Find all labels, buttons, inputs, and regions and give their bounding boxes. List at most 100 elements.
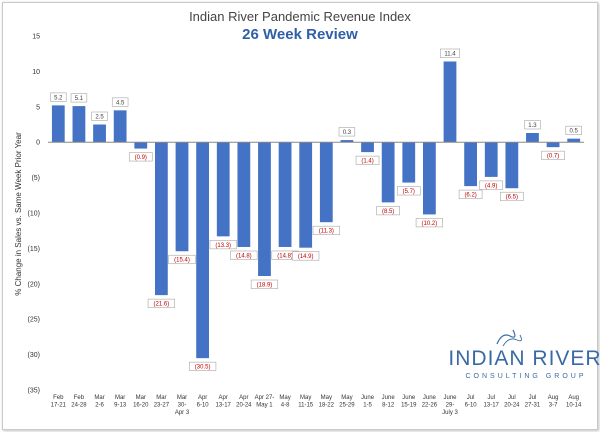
data-label: (5.7) [396,186,421,196]
data-label-text: 2.5 [95,115,104,121]
data-label-text: (15.4) [174,258,190,264]
y-tick-label: (5) [31,175,40,182]
x-tick-label: June 1-5 [361,395,375,409]
data-label: (6.2) [458,189,483,199]
data-label-text: (14.9) [298,254,314,260]
data-label-text: 1.3 [528,123,537,129]
data-label-text: 11.4 [444,51,456,57]
data-label: (0.7) [541,150,565,160]
x-tick-label: May 11-15 [298,395,314,409]
data-label-text: 0.3 [343,130,352,136]
bar [51,105,65,143]
logo-main-text: INDIAN RIVER [448,347,600,370]
x-tick-label: June 8-12 [382,395,396,409]
data-label: (8.5) [376,206,400,216]
data-label-text: 4.5 [116,100,125,106]
y-tick-label: 15 [32,34,40,41]
bar [546,142,560,148]
data-label: 5.1 [70,93,88,103]
logo-sub-text: CONSULTING GROUP [466,373,587,380]
y-tick-label: (15) [28,246,40,253]
bar [196,142,209,359]
bar [464,142,477,187]
bar [340,140,354,143]
data-label: 4.5 [111,97,129,107]
data-label-text: (18.9) [257,283,273,289]
x-tick-label: Feb 17-21 [51,395,67,409]
data-label: (18.9) [250,279,279,289]
y-tick-label: (30) [28,352,40,359]
data-label: 11.4 [439,48,460,58]
data-label-text: (14.8) [236,253,252,259]
x-tick-label: Mar 16-20 [133,395,149,409]
x-tick-label: June 15-19 [401,395,417,409]
bar [361,142,374,153]
bar [134,142,148,149]
bar [402,142,416,183]
bar [93,124,106,143]
x-tick-label: May 25-29 [339,395,355,409]
data-label: (4.9) [479,180,504,190]
bar [319,142,333,223]
chart-title: Indian River Pandemic Revenue Index [189,9,411,24]
data-label: (15.4) [168,254,196,265]
bar [216,142,230,237]
data-label: (11.3) [312,225,340,235]
x-tick-label: Mar 23-27 [154,395,170,409]
data-label-text: (13.3) [215,243,231,249]
data-label-text: 5.1 [75,96,84,102]
x-tick-label: Apr 27-May 1 [255,395,275,409]
data-label: 0.3 [338,127,356,137]
data-label: 5.2 [50,92,67,102]
data-label: (14.9) [292,251,320,261]
x-tick-label: Jul 6-10 [465,395,478,409]
river-wave-icon [496,329,522,347]
data-label-text: (5.7) [403,189,415,195]
x-tick-label: May 18-22 [319,395,335,409]
x-tick-label: Jul 20-24 [504,395,520,409]
data-label-text: (8.5) [382,209,394,215]
x-tick-label: May 4-8 [279,395,290,409]
data-label-text: (21.6) [154,302,170,308]
y-tick-label: (35) [28,388,40,395]
bar [175,142,189,252]
data-label-text: 5.2 [54,95,63,101]
data-label: (30.5) [189,361,217,371]
data-label-text: (6.5) [506,195,518,201]
bar [505,142,519,189]
data-label: (1.4) [355,155,380,165]
bar-series [51,61,581,359]
chart-subtitle: 26 Week Review [242,26,358,43]
bar [72,106,86,143]
bar [443,61,457,143]
data-label-text: (0.9) [135,155,147,161]
data-label-text: 0.5 [570,129,579,135]
x-tick-label: Feb 24-28 [71,395,87,409]
data-label: 2.5 [91,111,108,121]
indian-river-logo: INDIAN RIVER CONSULTING GROUP [448,329,600,380]
x-tick-label: Mar 9-13 [114,395,127,409]
data-label: (6.5) [500,191,524,202]
y-tick-label: 5 [36,104,40,111]
y-axis: 15 10 5 0 (5) (10) (15) (20) (25) (30) (35) [28,34,41,395]
x-tick-label: Aug 3-7 [548,395,559,409]
y-tick-label: 10 [32,69,40,76]
bar [422,142,436,215]
y-axis-label: % Change in Sales vs. Same Week Prior Ye… [14,132,23,296]
bar [113,110,127,143]
x-tick-label: Apr 13-17 [216,395,232,409]
bar [278,142,292,247]
x-tick-label: Jul 27-31 [525,395,541,409]
data-label: (10.2) [415,218,443,228]
data-label: (0.9) [128,152,153,162]
x-tick-label: Mar 30-Apr 3 [175,395,190,416]
y-tick-label: (10) [28,211,40,218]
x-tick-label: Aug 10-14 [566,395,582,409]
data-label-text: (4.9) [485,183,497,189]
bar [526,133,539,143]
data-label-text: (14.8) [277,253,293,259]
y-tick-label: 0 [36,140,40,147]
data-label: (14.8) [230,250,258,260]
data-label-text: (11.3) [319,229,334,235]
